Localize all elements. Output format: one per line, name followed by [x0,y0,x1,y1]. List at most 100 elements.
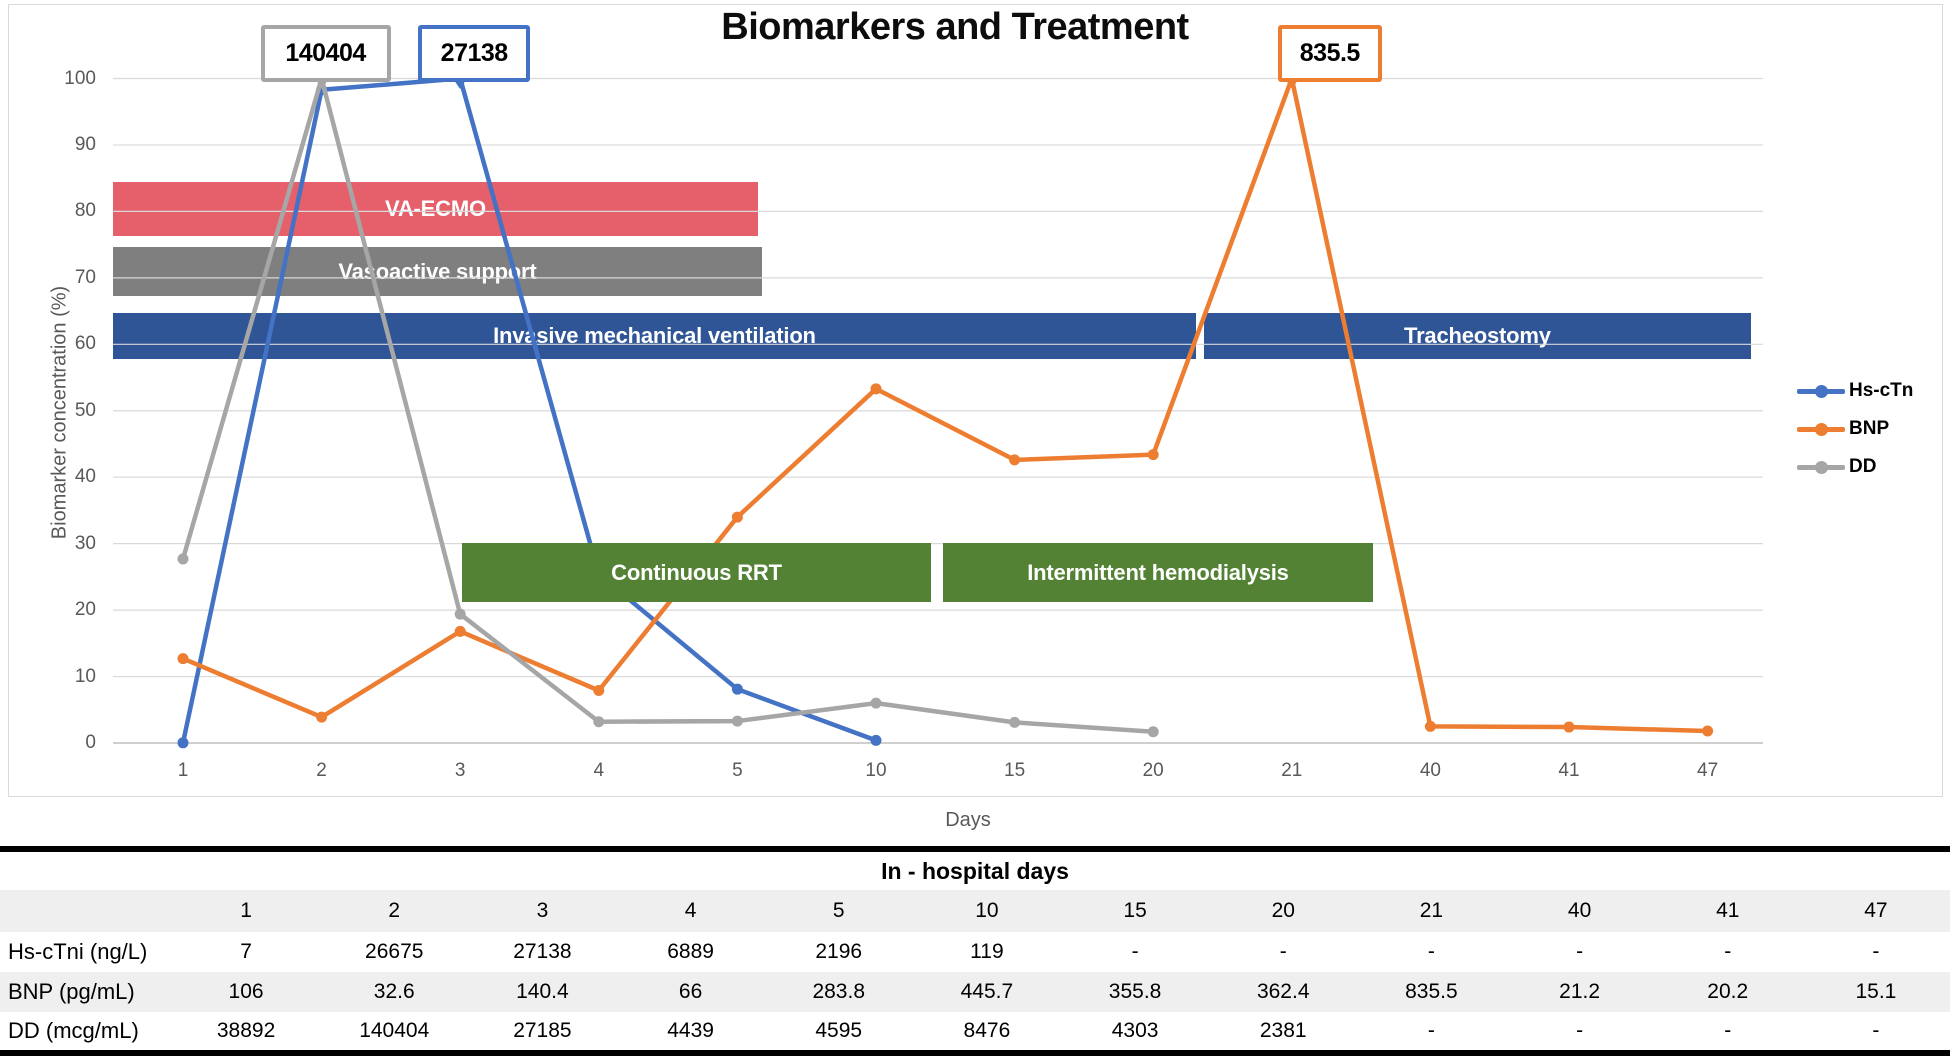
treatment-bar-label: Continuous RRT [611,559,782,585]
table-cell: 15.1 [1801,972,1950,1012]
y-tick-label: 30 [74,532,96,554]
data-point-bnp [1563,721,1575,733]
x-tick-label: 20 [1142,760,1164,781]
table-cell: - [1576,1019,1584,1042]
y-tick-label: 70 [74,266,96,288]
legend-marker-icon [1797,384,1845,398]
data-point-bnp [1424,720,1436,732]
data-point-bnp [870,383,882,395]
table-cell: 355.8 [1061,972,1210,1012]
table-cell: - [1279,940,1287,963]
callout-140404: 140404 [260,25,391,82]
table-cell: 119 [970,940,1004,963]
data-point-dd [731,715,743,727]
table-cell: 140.4 [468,972,617,1012]
table-cell: 283.8 [764,972,913,1012]
series-line-hs-ctn [180,76,879,746]
chart-frame [8,4,1943,797]
y-tick-label: 20 [74,599,96,621]
table-cell: 7 [240,940,252,963]
legend-marker-icon [1797,460,1845,474]
data-point-bnp [1009,454,1021,466]
x-tick-label: 41 [1558,760,1580,781]
data-point-bnp [1147,449,1159,461]
column-header: 15 [1061,890,1210,932]
column-header: 40 [1505,890,1654,932]
data-point-bnp [316,711,328,723]
table-cell: 66 [616,972,765,1012]
column-header: 3 [468,890,617,932]
table-cell: 32.6 [320,972,469,1012]
treatment-bar-va-ecmo: VA-ECMO [113,182,758,236]
row-label: Hs-cTni (ng/L) [8,939,148,964]
x-tick-label: 15 [1004,760,1026,781]
legend-marker-icon [1797,422,1845,436]
callout-27138: 27138 [418,25,531,82]
table-cell: 27138 [513,940,572,963]
data-point-bnp [177,653,189,665]
data-point-bnp [593,685,605,697]
x-tick-label: 5 [732,760,743,781]
table-cell: 2196 [815,940,863,963]
y-tick-label: 60 [74,333,96,355]
x-tick-label: 40 [1419,760,1441,781]
legend-marker-dot-icon [1815,422,1828,436]
legend-item-label: DD [1849,456,1877,477]
treatment-bar-continuous-rrt: Continuous RRT [462,542,932,603]
table-cell: 140404 [359,1019,430,1042]
column-header: 2 [320,890,469,932]
legend-item-label: Hs-cTn [1849,380,1914,401]
x-tick-label: 2 [316,760,327,781]
table-cell: 445.7 [912,972,1061,1012]
treatment-bar-label: VA-ECMO [385,196,486,222]
data-point-dd [593,716,605,728]
series-line-bnp [180,76,1710,734]
callout-835-5: 835.5 [1277,25,1382,82]
table-cell: 8476 [963,1019,1011,1042]
series-line-dd [180,76,1156,734]
data-point-dd [454,608,466,620]
x-tick-label: 3 [454,760,466,781]
x-tick-label: 21 [1281,760,1303,781]
table-cell: - [1576,940,1584,963]
table-cell: 21.2 [1505,972,1654,1012]
column-header: 4 [616,890,765,932]
column-header: 20 [1209,890,1358,932]
legend-marker-dot-icon [1815,384,1828,398]
column-header: 41 [1653,890,1802,932]
y-tick-label: 10 [74,665,96,687]
table-title: In - hospital days [881,857,1069,884]
data-point-dd [177,553,189,565]
table-cell: 27185 [513,1019,572,1042]
column-header: 1 [172,890,321,932]
row-label: BNP (pg/mL) [0,972,172,1012]
y-tick-label: 0 [85,732,96,753]
y-tick-label: 40 [74,466,96,488]
table-cell: 835.5 [1357,972,1506,1012]
table-cell: 26675 [365,940,424,963]
y-tick-label: 80 [74,200,96,222]
x-tick-label: 4 [593,760,605,781]
x-tick-label: 1 [177,760,189,781]
table-corner-cell [0,890,172,932]
row-label: DD (mcg/mL) [8,1018,139,1043]
table-cell: - [1724,1019,1732,1042]
column-header: 47 [1801,890,1950,932]
column-header: 10 [912,890,1061,932]
table-cell: 38892 [216,1019,276,1042]
table-cell: - [1872,1019,1880,1042]
table-cell: 6889 [667,940,714,963]
data-point-hs-ctn [731,683,743,695]
x-tick-label: 47 [1697,760,1719,781]
table-top-rule [0,846,1950,852]
data-point-dd [1147,726,1159,738]
table-cell: - [1427,940,1435,963]
legend-item-bnp: BNP [1797,410,1913,448]
treatment-bar-vasoactive-support: Vasoactive support [113,247,762,296]
x-axis-title: Days [945,809,991,831]
table-cell: 2381 [1259,1019,1307,1042]
legend-item-dd: DD [1797,448,1913,486]
table-bottom-rule [0,1050,1950,1056]
data-point-hs-ctn [177,737,189,749]
legend-marker-dot-icon [1815,460,1828,474]
